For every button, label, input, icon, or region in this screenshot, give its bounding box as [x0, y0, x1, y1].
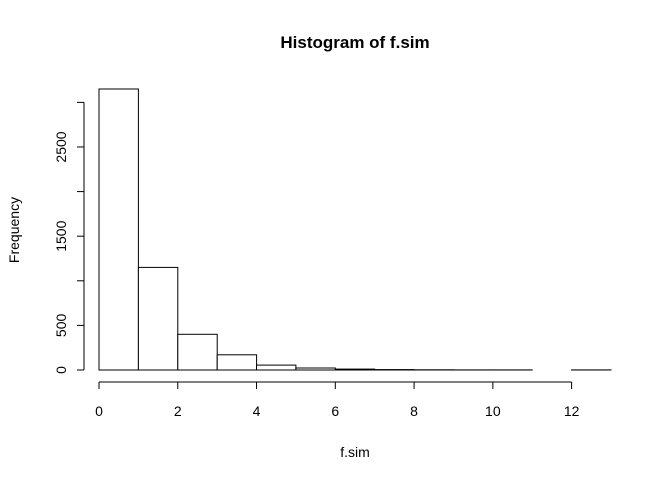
x-tick-label-2: 2 — [174, 403, 182, 419]
histogram-bar-5 — [295, 367, 336, 371]
x-axis: 0 2 4 6 8 10 12 — [95, 381, 580, 419]
x-axis-label: f.sim — [340, 444, 370, 460]
x-tick-label-8: 8 — [410, 403, 418, 419]
y-tick-label-2500: 2500 — [53, 131, 69, 162]
histogram-bar-4 — [256, 364, 297, 371]
x-tick-label-4: 4 — [253, 403, 261, 419]
x-tick-label-6: 6 — [331, 403, 339, 419]
bars-group — [98, 88, 612, 371]
x-tick-label-0: 0 — [95, 403, 103, 419]
histogram-bar-3 — [216, 354, 258, 371]
histogram-bar-2 — [177, 333, 218, 371]
x-tick-label-12: 12 — [564, 403, 580, 419]
x-tick-label-10: 10 — [485, 403, 501, 419]
histogram-bar-0 — [98, 88, 139, 371]
histogram-bar-6 — [334, 368, 376, 371]
y-tick-label-500: 500 — [53, 314, 69, 338]
y-axis-label: Frequency — [6, 197, 22, 263]
y-tick-label-1500: 1500 — [53, 220, 69, 251]
chart-title: Histogram of f.sim — [280, 33, 429, 52]
y-axis: 0 500 1500 2500 — [53, 101, 85, 374]
y-tick-label-0: 0 — [53, 366, 69, 374]
histogram-bar-1 — [137, 266, 179, 371]
